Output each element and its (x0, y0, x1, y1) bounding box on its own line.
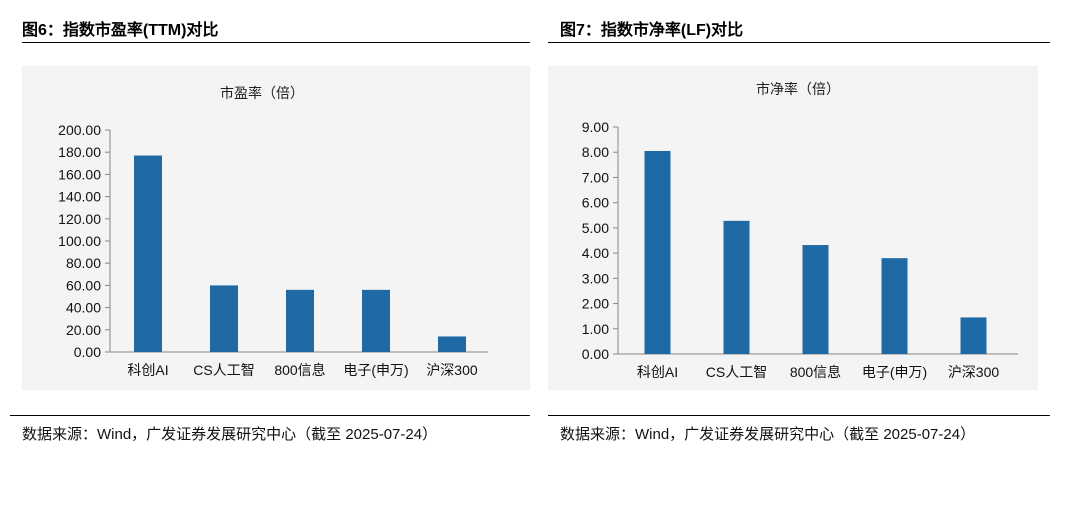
bar-5 (438, 336, 466, 352)
bar-2 (210, 285, 238, 352)
pb-ratio-chart: 市净率（倍） 0.00 1.00 2.00 3.00 4.00 5.00 6.00 7.00 8.… (582, 81, 1018, 380)
y-tick-label: 6.00 (582, 195, 609, 211)
bar-4 (881, 258, 908, 354)
figure-7-chart-area: 市净率（倍） 0.00 1.00 2.00 3.00 4.00 5.00 6.00 7.00 8.… (548, 66, 1038, 390)
y-tick-label: 8.00 (582, 144, 609, 160)
x-tick-label: CS人工智 (193, 362, 254, 378)
y-tick-label: 9.00 (582, 119, 609, 135)
y-tick-label: 5.00 (582, 220, 609, 236)
y-tick-label: 1.00 (582, 321, 609, 337)
x-tick-label: 800信息 (274, 362, 325, 378)
x-tick-label: 800信息 (790, 364, 841, 380)
figure-6-title: 图6：指数市盈率(TTM)对比 (22, 22, 219, 39)
x-tick-label: 电子(申万) (862, 364, 927, 380)
figure-6-source: 数据来源：Wind，广发证券发展研究中心（截至 2025-07-24） (22, 426, 438, 443)
figure-6-top-rule (22, 42, 530, 43)
y-tick-label: 160.00 (58, 166, 101, 182)
y-tick-label: 100.00 (58, 233, 101, 249)
figure-7-source: 数据来源：Wind，广发证券发展研究中心（截至 2025-07-24） (560, 426, 976, 443)
figure-6-chart-area: 市盈率（倍） 0.00 20.00 40.00 60.00 80.00 100.00 120.… (22, 66, 530, 390)
x-tick-label: 科创AI (637, 364, 678, 380)
y-tick-label: 4.00 (582, 245, 609, 261)
y-tick-label: 40.00 (66, 300, 101, 316)
bar-1 (644, 150, 671, 354)
y-tick-label: 2.00 (582, 296, 609, 312)
x-tick-label: 科创AI (127, 362, 168, 378)
figure-7-title: 图7：指数市净率(LF)对比 (560, 22, 744, 39)
y-tick-label: 0.00 (74, 344, 101, 360)
x-tick-label: 沪深300 (426, 362, 478, 378)
y-tick-label: 180.00 (58, 144, 101, 160)
y-tick-label: 3.00 (582, 270, 609, 286)
chart-title: 市净率（倍） (756, 81, 840, 97)
bar-4 (362, 289, 390, 352)
figure-7-bottom-rule (548, 415, 1050, 416)
bar-2 (723, 220, 750, 354)
y-tick-label: 80.00 (66, 255, 101, 271)
y-tick-label: 200.00 (58, 122, 101, 138)
x-tick-label: 沪深300 (948, 364, 1000, 380)
y-tick-label: 7.00 (582, 169, 609, 185)
x-tick-label: CS人工智 (706, 364, 767, 380)
y-tick-label: 20.00 (66, 322, 101, 338)
figure-6-bottom-rule (10, 415, 530, 416)
x-tick-label: 电子(申万) (343, 362, 408, 378)
bar-3 (286, 289, 314, 352)
figure-7-top-rule (548, 42, 1050, 43)
bar-1 (134, 155, 162, 352)
y-tick-label: 60.00 (66, 277, 101, 293)
bar-3 (802, 245, 829, 354)
chart-title: 市盈率（倍） (220, 85, 304, 101)
y-tick-label: 120.00 (58, 211, 101, 227)
y-tick-label: 0.00 (582, 346, 609, 362)
y-tick-label: 140.00 (58, 189, 101, 205)
pe-ratio-chart: 市盈率（倍） 0.00 20.00 40.00 60.00 80.00 100.00 120.… (58, 85, 488, 378)
bar-5 (960, 317, 987, 354)
